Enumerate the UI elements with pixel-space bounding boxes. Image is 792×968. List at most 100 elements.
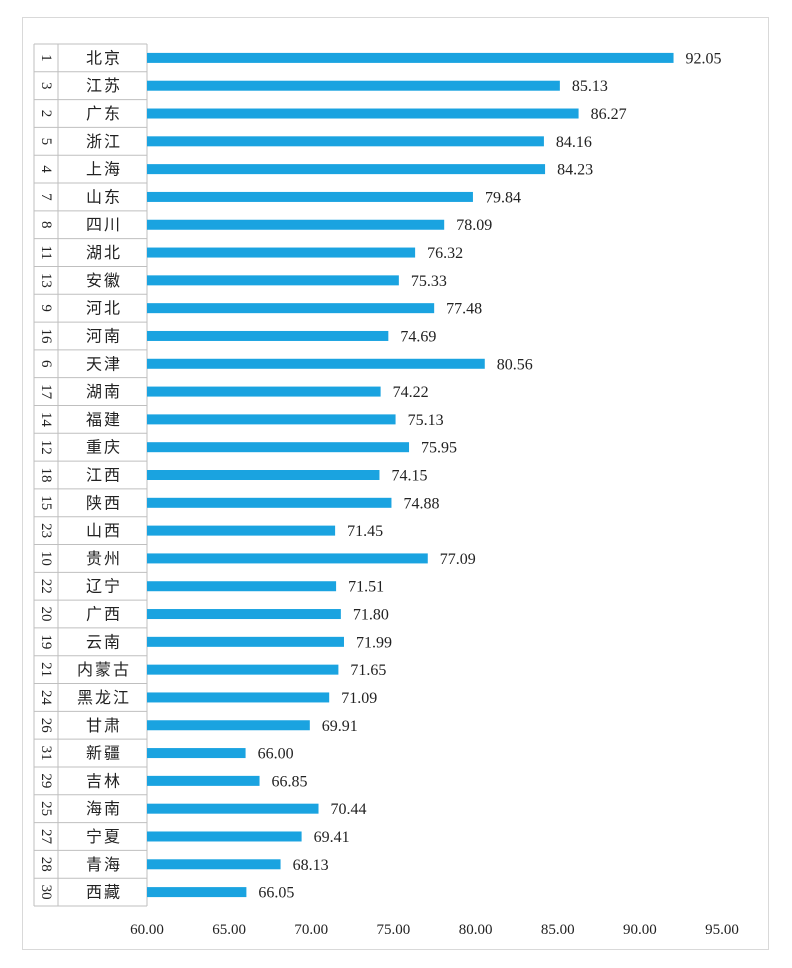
rank-label: 8	[38, 221, 54, 229]
category-label: 内蒙古	[77, 660, 131, 679]
category-label: 江苏	[86, 76, 122, 95]
rank-label: 14	[38, 412, 54, 428]
rank-label: 26	[38, 718, 54, 734]
rank-label: 27	[38, 829, 54, 845]
category-label: 重庆	[86, 438, 122, 457]
rank-label: 12	[38, 440, 54, 455]
bar	[147, 497, 392, 508]
rank-label: 5	[38, 138, 54, 146]
data-label: 79.84	[485, 189, 521, 206]
rank-label: 22	[38, 579, 54, 594]
x-tick-label: 90.00	[623, 922, 657, 938]
bar	[147, 52, 674, 63]
rank-label: 20	[38, 607, 54, 622]
rank-label: 11	[38, 245, 54, 259]
category-label: 湖南	[86, 382, 122, 401]
category-label: 甘肃	[86, 716, 122, 735]
bar	[147, 303, 435, 314]
data-label: 80.56	[497, 356, 533, 373]
x-tick-label: 85.00	[541, 922, 575, 938]
x-tick-label: 75.00	[377, 922, 411, 938]
bar	[147, 553, 428, 564]
rank-label: 9	[38, 304, 54, 312]
data-label: 76.32	[427, 245, 463, 262]
bar	[147, 164, 546, 175]
category-label: 西藏	[86, 883, 122, 902]
bar	[147, 692, 330, 703]
category-label: 四川	[86, 215, 122, 234]
category-label: 江西	[86, 466, 122, 485]
data-label: 66.05	[258, 885, 294, 902]
bar	[147, 414, 396, 425]
bar	[147, 219, 445, 230]
data-label: 75.33	[411, 273, 447, 290]
category-label: 天津	[86, 354, 122, 373]
x-tick-label: 95.00	[705, 922, 739, 938]
bar	[147, 887, 247, 898]
bar	[147, 470, 380, 480]
category-label: 安徽	[86, 271, 122, 290]
category-label: 云南	[86, 632, 122, 651]
rank-label: 25	[38, 801, 54, 816]
rank-label: 30	[38, 885, 54, 900]
bar	[147, 247, 416, 258]
bar	[147, 748, 246, 759]
data-label: 86.27	[591, 106, 627, 123]
bar	[147, 386, 381, 397]
bar	[147, 636, 344, 647]
data-label: 77.09	[440, 551, 476, 568]
data-label: 66.00	[258, 746, 294, 763]
rank-label: 23	[38, 523, 54, 538]
rank-label: 6	[38, 360, 54, 368]
rank-label: 24	[38, 690, 54, 706]
data-label: 74.88	[403, 495, 439, 512]
data-label: 71.80	[353, 607, 389, 624]
chart-frame	[22, 17, 769, 950]
category-label: 上海	[86, 160, 122, 179]
category-label: 北京	[86, 48, 122, 67]
category-label: 海南	[86, 799, 122, 818]
bar	[147, 442, 410, 453]
bar	[147, 775, 260, 786]
rank-label: 4	[38, 165, 54, 173]
bar	[147, 525, 336, 536]
data-label: 92.05	[686, 50, 722, 67]
rank-label: 31	[38, 746, 54, 761]
rank-label: 17	[38, 384, 54, 400]
category-label: 广西	[86, 605, 122, 624]
x-tick-label: 80.00	[459, 922, 493, 938]
bar	[147, 831, 302, 842]
bar	[147, 609, 341, 620]
data-label: 71.09	[341, 690, 377, 707]
data-label: 69.91	[322, 718, 358, 735]
x-tick-label: 70.00	[294, 922, 328, 938]
category-label: 湖北	[86, 243, 122, 262]
rank-label: 19	[38, 634, 54, 649]
bar	[147, 664, 339, 675]
data-label: 84.16	[556, 134, 592, 151]
rank-label: 28	[38, 857, 54, 872]
bar	[147, 275, 399, 286]
rank-label: 10	[38, 551, 54, 566]
data-label: 75.13	[408, 412, 444, 429]
data-label: 71.51	[348, 579, 384, 596]
bar	[147, 803, 319, 814]
bar	[147, 859, 281, 870]
category-label: 辽宁	[86, 577, 122, 596]
data-label: 71.99	[356, 634, 392, 651]
rank-label: 3	[38, 82, 54, 90]
rank-label: 13	[38, 273, 54, 288]
category-label: 广东	[86, 104, 122, 123]
data-label: 78.09	[456, 217, 492, 234]
data-label: 71.65	[350, 662, 386, 679]
bar	[147, 720, 310, 731]
bar	[147, 191, 473, 202]
x-tick-label: 65.00	[212, 922, 246, 938]
data-label: 70.44	[331, 801, 367, 818]
data-label: 77.48	[446, 301, 482, 318]
data-label: 71.45	[347, 523, 383, 540]
category-label: 黑龙江	[77, 688, 131, 707]
category-label: 浙江	[86, 132, 122, 151]
category-label: 青海	[86, 855, 122, 874]
